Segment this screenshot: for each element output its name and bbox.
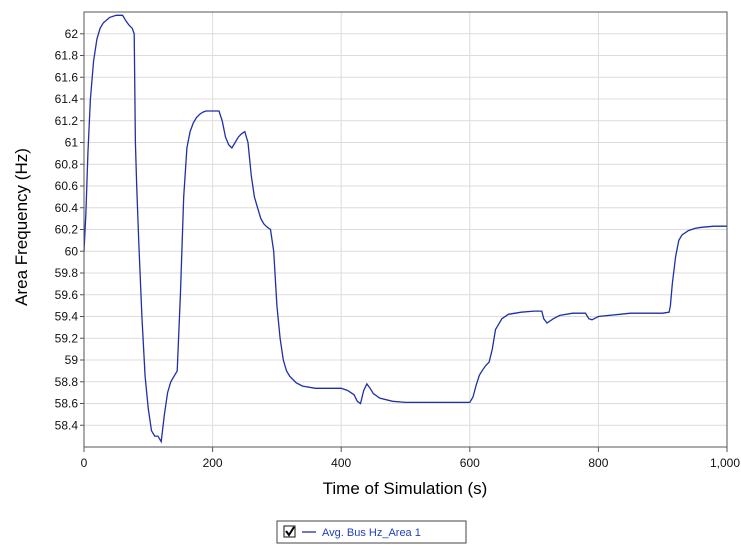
y-tick-label: 59.8	[55, 266, 79, 280]
y-tick-label: 58.6	[55, 397, 79, 411]
y-tick-label: 59.4	[55, 310, 79, 324]
x-tick-label: 1,000	[710, 456, 740, 470]
y-tick-label: 60.2	[55, 223, 79, 237]
legend-entry-label: Avg. Bus Hz_Area 1	[322, 527, 421, 539]
x-tick-label: 200	[203, 456, 223, 470]
x-tick-label: 600	[460, 456, 480, 470]
y-tick-label: 61	[65, 136, 79, 150]
x-tick-label: 400	[331, 456, 351, 470]
x-axis-label: Time of Simulation (s)	[323, 479, 488, 498]
y-tick-label: 61.2	[55, 114, 79, 128]
series-line-avg-bus-hz-area-1	[84, 15, 727, 441]
y-tick-label: 59.6	[55, 288, 79, 302]
y-tick-label: 60.4	[55, 201, 79, 215]
x-tick-label: 0	[81, 456, 88, 470]
y-tick-label: 58.4	[55, 418, 79, 432]
y-axis-label: Area Frequency (Hz)	[12, 148, 31, 306]
y-tick-label: 62	[65, 27, 79, 41]
y-tick-label: 60.6	[55, 179, 79, 193]
grid-lines	[84, 12, 727, 447]
y-tick-label: 61.4	[55, 92, 79, 106]
legend: Avg. Bus Hz_Area 1	[277, 521, 466, 543]
x-axis-ticks: 0 200 400 600 800 1,000	[81, 447, 741, 470]
y-tick-label: 58.8	[55, 375, 79, 389]
y-axis-ticks: 58.4 58.6 58.8 59 59.2 59.4 59.6 59.8 60 60.2 60.4…	[55, 27, 84, 433]
x-tick-label: 800	[588, 456, 608, 470]
y-tick-label: 60	[65, 244, 79, 258]
y-tick-label: 60.8	[55, 157, 79, 171]
y-tick-label: 59	[65, 353, 79, 367]
y-tick-label: 61.8	[55, 49, 79, 63]
y-tick-label: 61.6	[55, 70, 79, 84]
y-tick-label: 59.2	[55, 331, 79, 345]
